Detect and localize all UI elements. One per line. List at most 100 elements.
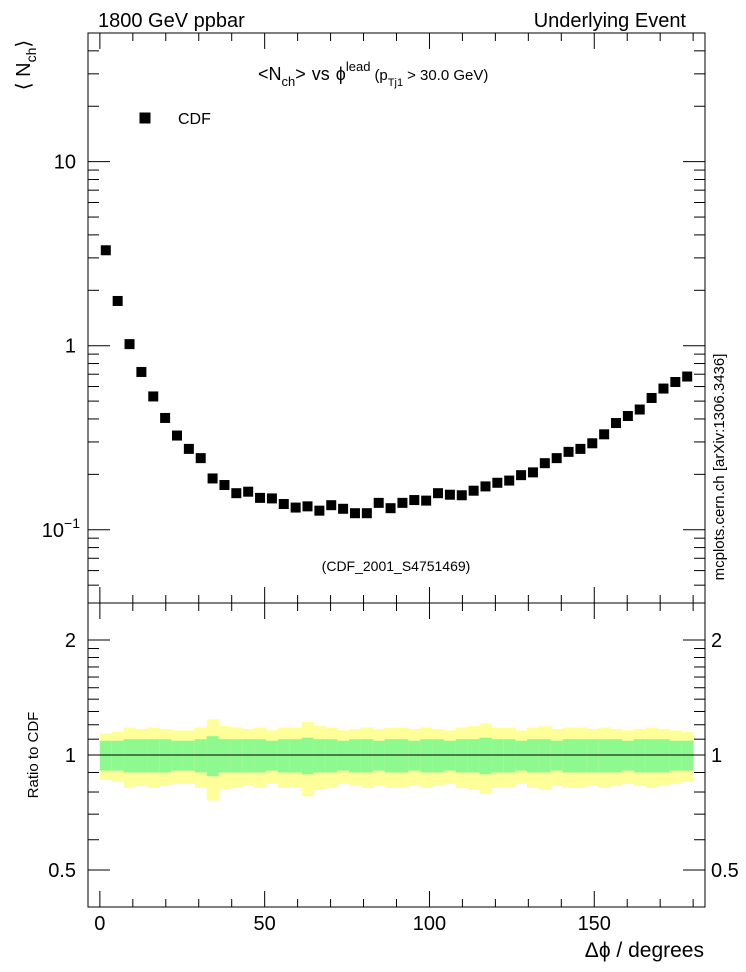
ratio-band-inner bbox=[633, 739, 647, 773]
x-tick-label: 50 bbox=[254, 913, 276, 935]
ratio-band-inner bbox=[621, 740, 635, 771]
data-point bbox=[255, 492, 266, 503]
data-point bbox=[338, 503, 349, 514]
ratio-band-inner bbox=[598, 739, 611, 773]
ratio-band-inner bbox=[681, 740, 694, 771]
side-label: mcplots.cern.ch [arXiv:1306.3436] bbox=[711, 354, 728, 581]
ratio-band-inner bbox=[467, 739, 480, 773]
ratio-band-inner bbox=[538, 739, 552, 773]
data-point bbox=[599, 429, 610, 440]
data-point bbox=[231, 488, 242, 499]
data-point bbox=[207, 473, 218, 484]
ratio-panel: 2 2 1 1 0.5 0.5 0 50 100 150 Ratio to CDF Δϕ / d… bbox=[25, 602, 739, 962]
ratio-y-tick-label-right: 2 bbox=[711, 630, 722, 652]
main-y-tick-base: 10 bbox=[42, 520, 64, 542]
data-point bbox=[148, 391, 159, 402]
ratio-band-inner bbox=[182, 740, 196, 771]
data-point bbox=[100, 245, 111, 256]
data-point bbox=[219, 480, 230, 491]
data-point bbox=[266, 493, 277, 504]
ratio-y-tick-label: 0.5 bbox=[48, 860, 76, 882]
data-point bbox=[349, 508, 360, 519]
ratio-band-inner bbox=[301, 737, 314, 775]
data-point bbox=[373, 497, 384, 508]
ratio-band-inner bbox=[610, 739, 623, 773]
data-point bbox=[658, 383, 669, 394]
data-point bbox=[409, 495, 420, 506]
ratio-y-label: Ratio to CDF bbox=[25, 712, 42, 799]
title-n: N bbox=[269, 64, 282, 84]
ratio-band-inner bbox=[372, 740, 386, 771]
x-tick-label: 0 bbox=[94, 913, 105, 935]
title-p: (p bbox=[374, 67, 387, 84]
ratio-y-tick-label-right: 1 bbox=[711, 745, 722, 767]
ratio-band-inner bbox=[360, 739, 374, 773]
data-point bbox=[314, 505, 325, 516]
ratio-band-inner bbox=[325, 739, 338, 773]
main-x-ticks bbox=[99, 33, 694, 603]
main-y-tick-exp: −1 bbox=[64, 515, 80, 531]
main-y-tick-label: 10 bbox=[54, 152, 76, 174]
title-cut: > 30.0 GeV) bbox=[407, 67, 488, 84]
data-point bbox=[243, 486, 254, 497]
legend-label: CDF bbox=[178, 111, 211, 128]
ratio-band-inner bbox=[586, 739, 599, 773]
plot-title: <Nch> vs ϕlead(pTj1 > 30.0 GeV) bbox=[258, 59, 488, 89]
xlabel-rest: / degrees bbox=[611, 939, 704, 962]
title-lt: < bbox=[258, 64, 269, 84]
ratio-band-inner bbox=[384, 739, 397, 773]
ratio-band-inner bbox=[550, 740, 564, 771]
title-ch: ch bbox=[282, 74, 296, 89]
data-point bbox=[516, 470, 527, 481]
ratio-bands bbox=[99, 719, 694, 801]
ratio-band-inner bbox=[218, 739, 231, 773]
ratio-band-inner bbox=[455, 739, 469, 773]
data-point bbox=[183, 443, 194, 454]
data-point bbox=[551, 453, 562, 464]
ratio-band-inner bbox=[657, 739, 670, 773]
ratio-band-inner bbox=[159, 739, 172, 773]
ratio-band-inner bbox=[396, 739, 409, 773]
x-axis-label: Δϕ / degrees bbox=[585, 939, 704, 962]
data-point bbox=[492, 477, 503, 488]
data-point bbox=[195, 453, 206, 464]
ratio-band-inner bbox=[289, 739, 302, 773]
ratio-band-inner bbox=[230, 739, 243, 773]
ratio-band-inner bbox=[408, 740, 421, 771]
data-point bbox=[504, 475, 515, 486]
data-point bbox=[124, 339, 135, 350]
header-right: Underlying Event bbox=[534, 10, 687, 32]
ratio-y-axis: 2 2 1 1 0.5 0.5 bbox=[48, 630, 739, 908]
data-point bbox=[468, 485, 479, 496]
data-point bbox=[326, 500, 337, 511]
ratio-band-inner bbox=[491, 739, 504, 773]
ratio-band-inner bbox=[645, 739, 658, 773]
data-point bbox=[682, 371, 693, 382]
ratio-band-inner bbox=[562, 739, 575, 773]
ratio-band-inner bbox=[265, 740, 279, 771]
data-point bbox=[611, 418, 622, 429]
data-point bbox=[670, 377, 681, 388]
ratio-band-inner bbox=[432, 739, 445, 773]
ratio-band-inner bbox=[527, 739, 540, 773]
ratio-band-inner bbox=[242, 739, 255, 773]
xlabel-delta: Δϕ bbox=[585, 939, 611, 962]
ratio-y-tick-label-right: 0.5 bbox=[711, 860, 739, 882]
ratio-band-inner bbox=[574, 739, 587, 773]
data-points bbox=[100, 245, 693, 519]
ratio-band-inner bbox=[669, 740, 682, 771]
analysis-watermark: (CDF_2001_S4751469) bbox=[322, 558, 471, 574]
data-point bbox=[290, 502, 301, 513]
ratio-band-inner bbox=[443, 740, 457, 771]
ylabel-close: ⟩ bbox=[13, 40, 35, 48]
ratio-x-axis: 0 50 100 150 bbox=[94, 603, 694, 935]
ratio-band-inner bbox=[99, 740, 113, 771]
ratio-band-inner bbox=[194, 739, 208, 773]
data-point bbox=[278, 499, 289, 510]
ylabel-sub: ch bbox=[23, 48, 39, 63]
ylabel-open: ⟨ N bbox=[13, 62, 35, 90]
ratio-band-inner bbox=[171, 740, 184, 771]
data-point bbox=[361, 508, 372, 519]
ratio-band-inner bbox=[349, 739, 362, 773]
